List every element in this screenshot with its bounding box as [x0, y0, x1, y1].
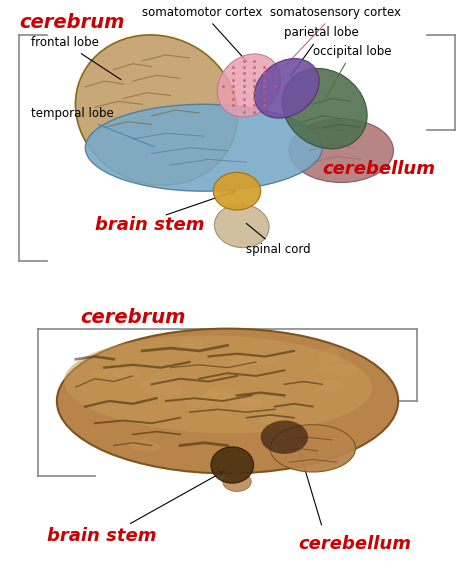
Ellipse shape: [214, 204, 269, 248]
Ellipse shape: [57, 329, 398, 473]
Ellipse shape: [318, 439, 354, 448]
Ellipse shape: [89, 369, 126, 378]
Ellipse shape: [180, 337, 204, 354]
Ellipse shape: [319, 348, 339, 364]
Ellipse shape: [75, 35, 237, 185]
Text: cerebellum: cerebellum: [322, 161, 435, 178]
Ellipse shape: [226, 361, 248, 371]
Text: cerebrum: cerebrum: [19, 13, 125, 32]
Ellipse shape: [317, 380, 345, 391]
Ellipse shape: [139, 378, 182, 395]
Ellipse shape: [282, 69, 367, 149]
Text: parietal lobe: parietal lobe: [284, 26, 359, 76]
Ellipse shape: [232, 354, 277, 366]
Ellipse shape: [85, 105, 322, 191]
Ellipse shape: [200, 390, 232, 406]
Text: brain stem: brain stem: [47, 527, 157, 545]
Ellipse shape: [261, 420, 308, 454]
Ellipse shape: [277, 444, 300, 454]
Ellipse shape: [213, 172, 261, 210]
Ellipse shape: [64, 336, 372, 433]
Ellipse shape: [128, 439, 160, 452]
Ellipse shape: [289, 119, 393, 182]
Ellipse shape: [229, 396, 262, 412]
Ellipse shape: [243, 395, 284, 407]
Text: somatosensory cortex: somatosensory cortex: [270, 6, 401, 65]
Ellipse shape: [257, 408, 286, 425]
Ellipse shape: [316, 364, 359, 376]
Text: cerebellum: cerebellum: [299, 536, 411, 553]
Text: brain stem: brain stem: [95, 215, 204, 233]
Bar: [38, 329, 417, 476]
Ellipse shape: [223, 472, 251, 491]
Ellipse shape: [208, 385, 240, 400]
Ellipse shape: [270, 425, 356, 472]
Text: frontal lobe: frontal lobe: [31, 36, 121, 80]
Ellipse shape: [217, 54, 281, 117]
Text: temporal lobe: temporal lobe: [31, 107, 154, 147]
Ellipse shape: [113, 366, 139, 379]
Ellipse shape: [183, 396, 212, 408]
Ellipse shape: [211, 447, 254, 483]
Ellipse shape: [255, 59, 319, 118]
Text: cerebrum: cerebrum: [81, 308, 186, 327]
Text: spinal cord: spinal cord: [246, 223, 311, 257]
Text: somatomotor cortex: somatomotor cortex: [142, 6, 263, 62]
Text: occipital lobe: occipital lobe: [313, 45, 392, 98]
